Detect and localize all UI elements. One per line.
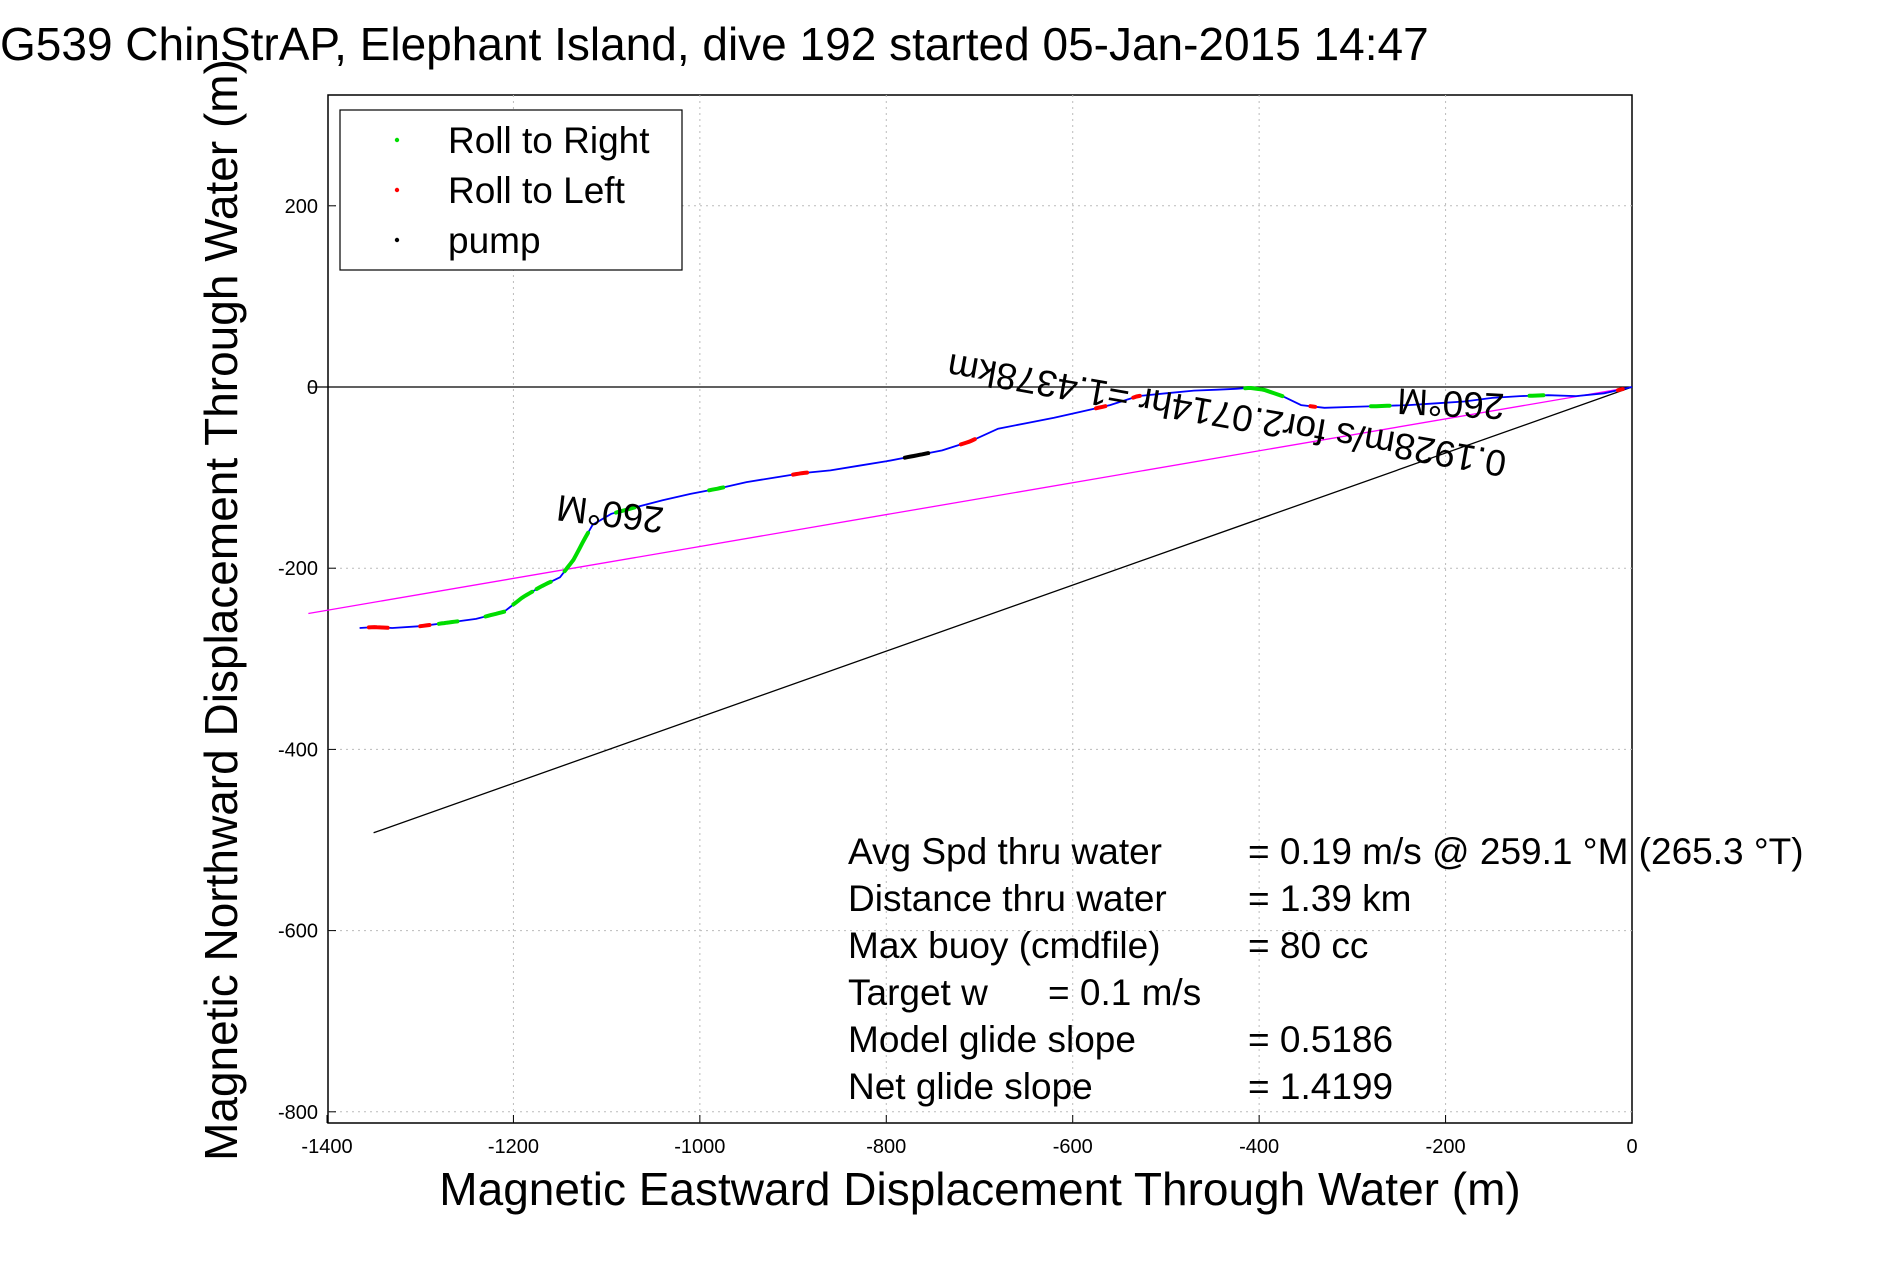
stat-net-glide-label: Net glide slope — [848, 1066, 1093, 1107]
stat-model-glide-value: = 0.5186 — [1248, 1019, 1393, 1060]
reference-line-magenta — [308, 386, 1633, 615]
roll-right-segment — [436, 619, 460, 626]
stat-model-glide-label: Model glide slope — [848, 1019, 1136, 1060]
pump-markers — [902, 451, 931, 460]
roll-right-segment — [1527, 393, 1546, 398]
chart-title: G539 ChinStrAP, Elephant Island, dive 19… — [0, 18, 1429, 70]
heading-annotation-right: 260°M — [1396, 380, 1505, 427]
roll-left-segment — [366, 625, 390, 630]
legend-marker-roll-left — [394, 187, 400, 193]
stat-distance-label: Distance thru water — [848, 878, 1167, 919]
stat-max-buoy-label: Max buoy (cmdfile) — [848, 925, 1161, 966]
roll-left-markers — [366, 387, 1625, 630]
y-tick-label: -400 — [278, 739, 318, 761]
roll-right-markers — [436, 386, 1546, 626]
legend-marker-pump — [394, 237, 400, 243]
legend-marker-roll-right — [394, 137, 400, 143]
pump-segment — [902, 451, 931, 460]
roll-left-segment — [1616, 387, 1625, 393]
legend-label-pump: pump — [448, 220, 541, 261]
roll-right-segment — [534, 579, 553, 591]
stat-avg-speed-label: Avg Spd thru water — [848, 831, 1162, 872]
stat-avg-speed-value: = 0.19 m/s @ 259.1 °M (265.3 °T) — [1248, 831, 1804, 872]
x-tick-label: -1200 — [488, 1136, 539, 1158]
y-axis-label: Magnetic Northward Displacement Through … — [195, 59, 247, 1161]
reference-line-black — [373, 386, 1633, 834]
y-tick-label: -600 — [278, 921, 318, 943]
roll-right-segment — [1369, 403, 1392, 409]
roll-left-segment — [1308, 404, 1318, 409]
roll-right-segment — [562, 530, 590, 574]
y-tick-label: -200 — [278, 558, 318, 580]
x-tick-label: -1400 — [301, 1136, 352, 1158]
roll-right-segment — [1243, 386, 1285, 399]
x-tick-labels: -1400 -1200 -1000 -800 -600 -400 -200 0 — [301, 1115, 1638, 1158]
stat-net-glide-value: = 1.4199 — [1248, 1066, 1393, 1107]
y-tick-label: -800 — [278, 1102, 318, 1124]
stats-block: Avg Spd thru water = 0.19 m/s @ 259.1 °M… — [848, 831, 1804, 1107]
legend: Roll to Right Roll to Left pump — [339, 109, 683, 271]
stat-target-w-label: Target w — [848, 972, 988, 1013]
roll-left-segment — [958, 437, 977, 447]
roll-right-segment — [483, 609, 507, 619]
y-tick-label: 200 — [285, 196, 318, 218]
roll-right-segment — [511, 589, 535, 607]
x-tick-label: -600 — [1053, 1136, 1093, 1158]
x-axis-label: Magnetic Eastward Displacement Through W… — [439, 1163, 1520, 1215]
roll-left-segment — [418, 623, 432, 629]
legend-label-roll-left: Roll to Left — [448, 170, 626, 211]
roll-left-segment — [1094, 404, 1108, 411]
legend-label-roll-right: Roll to Right — [448, 120, 650, 161]
x-tick-label: -200 — [1426, 1136, 1466, 1158]
x-tick-label: 0 — [1626, 1136, 1637, 1158]
x-tick-label: -1000 — [674, 1136, 725, 1158]
reference-lines — [308, 386, 1633, 834]
y-tick-label: 0 — [307, 377, 318, 399]
x-tick-label: -400 — [1239, 1136, 1279, 1158]
roll-right-segment — [707, 485, 726, 493]
horizontal-gridlines — [328, 205, 1632, 1113]
stat-target-w-value: = 0.1 m/s — [1048, 972, 1201, 1013]
stat-distance-value: = 1.39 km — [1248, 878, 1412, 919]
stat-max-buoy-value: = 80 cc — [1248, 925, 1368, 966]
roll-left-segment — [1131, 393, 1142, 400]
y-tick-labels: 200 0 -200 -400 -600 -800 — [278, 196, 336, 1124]
roll-right-segment — [614, 505, 637, 515]
roll-left-segment — [791, 470, 810, 477]
x-tick-label: -800 — [866, 1136, 906, 1158]
